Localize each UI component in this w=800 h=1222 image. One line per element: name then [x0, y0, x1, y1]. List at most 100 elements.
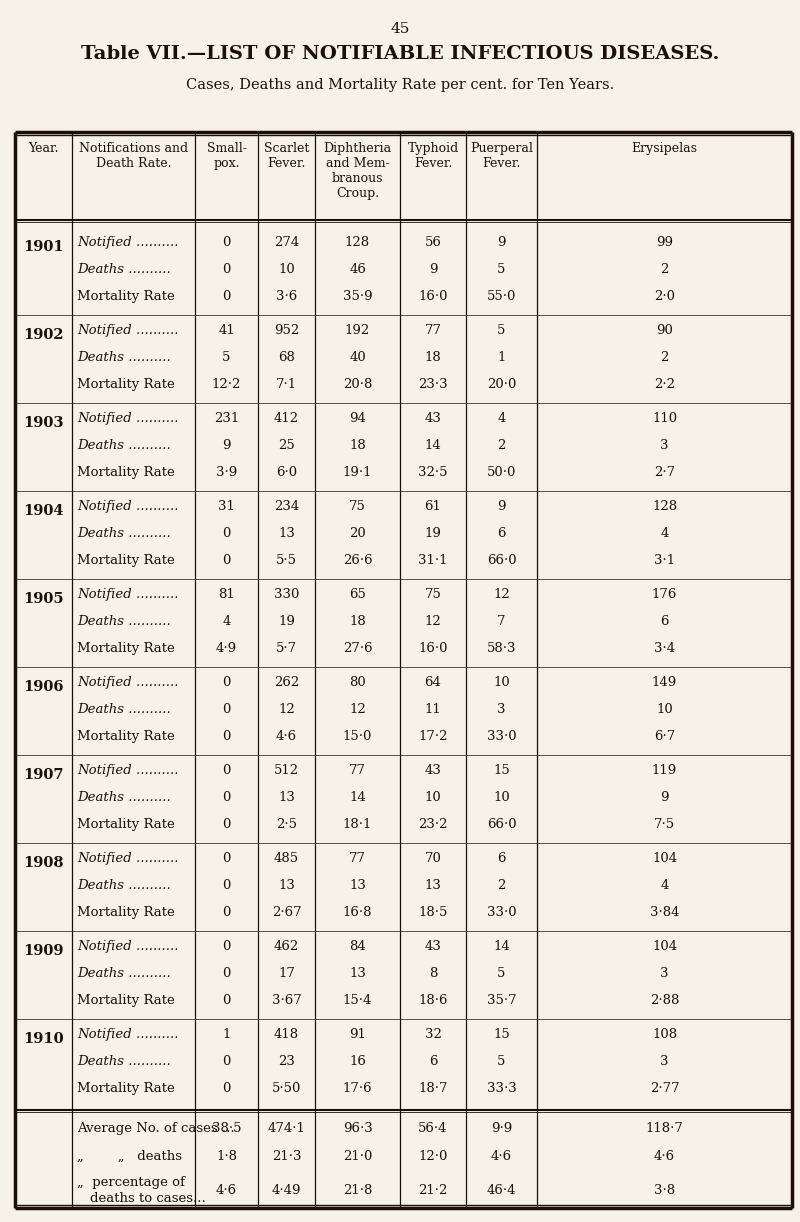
- Text: 31·1: 31·1: [418, 554, 448, 567]
- Text: Deaths ..........: Deaths ..........: [77, 263, 170, 276]
- Text: 1901: 1901: [23, 240, 64, 254]
- Text: 1903: 1903: [23, 415, 64, 430]
- Text: 0: 0: [222, 527, 230, 540]
- Text: 4: 4: [660, 527, 669, 540]
- Text: Notified ..........: Notified ..........: [77, 500, 178, 513]
- Text: 1904: 1904: [23, 503, 64, 518]
- Text: 5·5: 5·5: [276, 554, 297, 567]
- Text: 2·77: 2·77: [650, 1081, 679, 1095]
- Text: 262: 262: [274, 676, 299, 689]
- Text: 10: 10: [493, 676, 510, 689]
- Text: Notifications and
Death Rate.: Notifications and Death Rate.: [79, 142, 188, 170]
- Text: 6: 6: [429, 1055, 438, 1068]
- Text: 33·0: 33·0: [486, 906, 516, 919]
- Text: 1906: 1906: [23, 679, 64, 694]
- Text: 0: 0: [222, 554, 230, 567]
- Text: 0: 0: [222, 290, 230, 303]
- Text: Mortality Rate: Mortality Rate: [77, 378, 174, 391]
- Text: 21·0: 21·0: [343, 1150, 372, 1163]
- Text: 18·6: 18·6: [418, 993, 448, 1007]
- Text: 20: 20: [349, 527, 366, 540]
- Text: Diphtheria
and Mem-
branous
Croup.: Diphtheria and Mem- branous Croup.: [323, 142, 391, 200]
- Text: 33·0: 33·0: [486, 730, 516, 743]
- Text: 75: 75: [349, 500, 366, 513]
- Text: 7·5: 7·5: [654, 818, 675, 831]
- Text: 43: 43: [425, 412, 442, 425]
- Text: 3: 3: [660, 439, 669, 452]
- Text: Mortality Rate: Mortality Rate: [77, 466, 174, 479]
- Text: 4·6: 4·6: [491, 1150, 512, 1163]
- Text: 2·0: 2·0: [654, 290, 675, 303]
- Text: 35·9: 35·9: [342, 290, 372, 303]
- Text: 3·9: 3·9: [216, 466, 237, 479]
- Text: 0: 0: [222, 852, 230, 865]
- Text: Small-
pox.: Small- pox.: [206, 142, 246, 170]
- Text: 9: 9: [429, 263, 438, 276]
- Text: 18·5: 18·5: [418, 906, 448, 919]
- Text: 2·7: 2·7: [654, 466, 675, 479]
- Text: Mortality Rate: Mortality Rate: [77, 818, 174, 831]
- Text: 110: 110: [652, 412, 677, 425]
- Text: 19: 19: [278, 615, 295, 628]
- Text: 4·6: 4·6: [276, 730, 297, 743]
- Text: Deaths ..........: Deaths ..........: [77, 351, 170, 364]
- Text: 12·0: 12·0: [418, 1150, 448, 1163]
- Text: „  percentage of: „ percentage of: [77, 1176, 185, 1189]
- Text: 45: 45: [390, 22, 410, 35]
- Text: 3·6: 3·6: [276, 290, 297, 303]
- Text: 96·3: 96·3: [342, 1122, 372, 1135]
- Text: 4: 4: [498, 412, 506, 425]
- Text: 26·6: 26·6: [342, 554, 372, 567]
- Text: 15: 15: [493, 764, 510, 777]
- Text: 2·88: 2·88: [650, 993, 679, 1007]
- Text: 66·0: 66·0: [486, 818, 516, 831]
- Text: 0: 0: [222, 1055, 230, 1068]
- Text: 118·7: 118·7: [646, 1122, 683, 1135]
- Text: 31: 31: [218, 500, 235, 513]
- Text: 11: 11: [425, 703, 442, 716]
- Text: 2: 2: [498, 439, 506, 452]
- Text: 12: 12: [349, 703, 366, 716]
- Text: 90: 90: [656, 324, 673, 337]
- Text: Scarlet
Fever.: Scarlet Fever.: [264, 142, 309, 170]
- Text: 25: 25: [278, 439, 295, 452]
- Text: Deaths ..........: Deaths ..........: [77, 791, 170, 804]
- Text: 0: 0: [222, 906, 230, 919]
- Text: 84: 84: [349, 940, 366, 953]
- Text: 18: 18: [349, 615, 366, 628]
- Text: „        „   deaths: „ „ deaths: [77, 1150, 182, 1163]
- Text: 5: 5: [498, 967, 506, 980]
- Text: 23·2: 23·2: [418, 818, 448, 831]
- Text: Deaths ..........: Deaths ..........: [77, 615, 170, 628]
- Text: 16: 16: [349, 1055, 366, 1068]
- Text: 412: 412: [274, 412, 299, 425]
- Text: 4·6: 4·6: [216, 1184, 237, 1198]
- Text: 77: 77: [349, 764, 366, 777]
- Text: 12: 12: [493, 588, 510, 601]
- Text: 952: 952: [274, 324, 299, 337]
- Text: 5·7: 5·7: [276, 642, 297, 655]
- Text: 13: 13: [278, 879, 295, 892]
- Text: 23: 23: [278, 1055, 295, 1068]
- Text: 512: 512: [274, 764, 299, 777]
- Text: Deaths ..........: Deaths ..........: [77, 527, 170, 540]
- Text: 1902: 1902: [23, 327, 64, 342]
- Text: Notified ..........: Notified ..........: [77, 940, 178, 953]
- Text: 20·8: 20·8: [343, 378, 372, 391]
- Text: 5·50: 5·50: [272, 1081, 301, 1095]
- Text: Table VII.—LIST OF NOTIFIABLE INFECTIOUS DISEASES.: Table VII.—LIST OF NOTIFIABLE INFECTIOUS…: [81, 45, 719, 64]
- Text: 6: 6: [660, 615, 669, 628]
- Text: 8: 8: [429, 967, 437, 980]
- Text: 20·0: 20·0: [487, 378, 516, 391]
- Text: 13: 13: [278, 527, 295, 540]
- Text: 13: 13: [349, 879, 366, 892]
- Text: 0: 0: [222, 764, 230, 777]
- Text: 128: 128: [345, 236, 370, 249]
- Text: 15·4: 15·4: [343, 993, 372, 1007]
- Text: 32·5: 32·5: [418, 466, 448, 479]
- Text: 10: 10: [656, 703, 673, 716]
- Text: 15: 15: [493, 1028, 510, 1041]
- Text: 77: 77: [425, 324, 442, 337]
- Text: 43: 43: [425, 764, 442, 777]
- Text: Average No. of cases ...: Average No. of cases ...: [77, 1122, 234, 1135]
